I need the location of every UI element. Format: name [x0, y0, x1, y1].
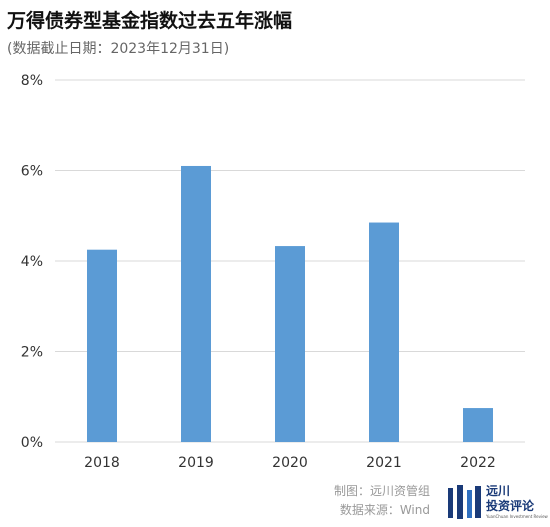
bar-2022 [463, 408, 493, 442]
x-tick-label: 2018 [84, 455, 120, 471]
footer-credits: 制图：远川资管组 数据来源：Wind [334, 482, 430, 520]
x-tick-label: 2020 [272, 455, 308, 471]
y-tick-label: 8% [21, 73, 43, 89]
chart-subtitle: (数据截止日期：2023年12月31日) [7, 41, 230, 57]
x-tick-label: 2022 [460, 455, 496, 471]
logo-mark-icon [448, 485, 481, 519]
logo-name: 远川 投资评论 [486, 484, 535, 513]
x-tick-labels: 2018 2019 2020 2021 2022 [84, 455, 496, 471]
chart-title: 万得债券型基金指数过去五年涨幅 [7, 10, 293, 32]
y-tick-labels: 0% 2% 4% 6% 8% [21, 73, 43, 451]
x-tick-label: 2021 [366, 455, 402, 471]
brand-logo: 远川 投资评论 YuanChuan Investment Review [448, 484, 548, 520]
bar-2021 [369, 222, 399, 442]
y-tick-label: 2% [21, 345, 43, 361]
y-tick-label: 6% [21, 164, 43, 180]
y-tick-label: 4% [21, 254, 43, 270]
bar-2020 [275, 246, 305, 442]
y-tick-label: 0% [21, 435, 43, 451]
logo-tagline: YuanChuan Investment Review [486, 514, 548, 519]
bars [87, 165, 493, 442]
bar-2019 [181, 165, 211, 442]
bar-2018 [87, 249, 117, 442]
x-tick-label: 2019 [178, 455, 214, 471]
data-source: 数据来源：Wind [339, 503, 430, 517]
chart-maker: 制图：远川资管组 [333, 484, 430, 498]
